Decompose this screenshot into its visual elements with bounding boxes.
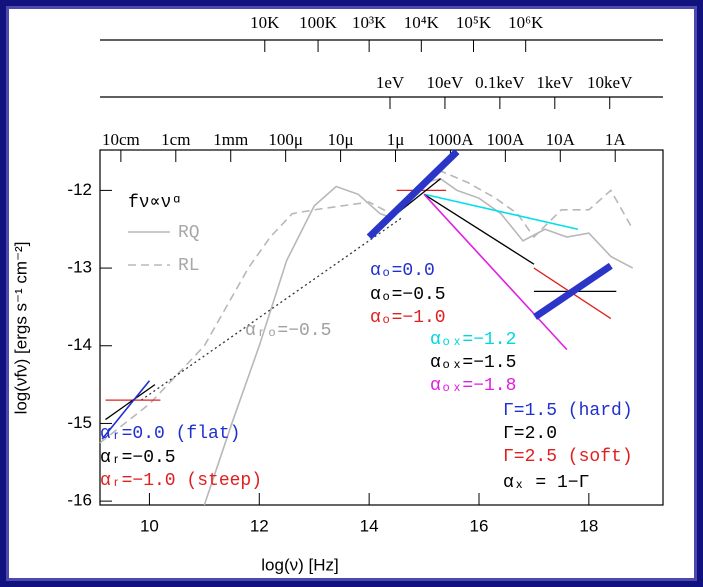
legend-label: RL xyxy=(178,256,200,276)
top-tick-label: 1mm xyxy=(213,130,248,149)
top-tick-label: 10K xyxy=(250,13,280,32)
top-tick-label: 1μ xyxy=(387,130,405,149)
x-tick-label: 12 xyxy=(250,516,269,535)
series-line xyxy=(105,384,156,421)
annotation: αₓ = 1−Γ xyxy=(503,473,589,493)
y-tick-label: -13 xyxy=(67,258,92,277)
top-tick-label: 0.1keV xyxy=(475,73,525,92)
x-tick-label: 10 xyxy=(140,516,159,535)
legend-label: RQ xyxy=(178,223,200,243)
top-tick-label: 10⁵K xyxy=(456,13,492,32)
top-tick-label: 1000A xyxy=(427,130,474,149)
series-line xyxy=(533,262,613,320)
top-tick-label: 1eV xyxy=(376,73,405,92)
annotation: αᵣ=−0.5 xyxy=(100,448,176,468)
canvas xyxy=(9,9,694,578)
annotation: αₒₓ=−1.8 xyxy=(430,376,516,396)
annotation: fν∝νᵅ xyxy=(128,193,182,213)
top-tick-label: 100A xyxy=(486,130,525,149)
y-tick-label: -14 xyxy=(67,335,92,354)
series-line xyxy=(423,193,568,351)
top-tick-label: 1cm xyxy=(161,130,190,149)
annotation: αₒ=−0.5 xyxy=(370,285,446,305)
top-tick-label: 10⁴K xyxy=(404,13,440,32)
series-line xyxy=(423,193,535,265)
x-tick-label: 18 xyxy=(579,516,598,535)
annotation: αₒ=0.0 xyxy=(370,261,435,281)
plot-frame xyxy=(99,149,664,506)
series-line xyxy=(101,380,151,440)
series-line xyxy=(140,217,403,401)
y-axis-label: log(νfν) [ergs s⁻¹ cm⁻²] xyxy=(11,242,30,415)
top-tick-label: 100K xyxy=(299,13,338,32)
top-tick-label: 10μ xyxy=(328,130,354,149)
annotation: αₒₓ=−1.2 xyxy=(430,330,516,350)
series-line xyxy=(366,149,460,240)
annotation: Γ=2.5 (soft) xyxy=(503,447,633,467)
top-tick-label: 10cm xyxy=(102,130,140,149)
annotation: αᵣ=0.0 (flat) xyxy=(100,424,240,444)
top-tick-label: 10A xyxy=(546,130,576,149)
x-axis-label: log(ν) [Hz] xyxy=(261,555,338,574)
top-tick-label: 10⁶K xyxy=(508,13,544,32)
x-tick-label: 14 xyxy=(360,516,379,535)
y-tick-label: -12 xyxy=(67,180,92,199)
top-tick-label: 10eV xyxy=(427,73,465,92)
top-tick-label: 100μ xyxy=(268,130,303,149)
top-tick-label: 10³K xyxy=(352,13,387,32)
y-tick-label: -16 xyxy=(67,491,92,510)
annotation: αᵣ=−1.0 (steep) xyxy=(100,471,262,491)
series-line xyxy=(423,193,579,231)
x-tick-label: 16 xyxy=(470,516,489,535)
top-tick-label: 10keV xyxy=(587,73,633,92)
top-tick-label: 1keV xyxy=(536,73,574,92)
annotation: αₒ=−1.0 xyxy=(370,308,446,328)
annotation: αᵣₒ=−0.5 xyxy=(245,321,331,341)
top-tick-label: 1A xyxy=(605,130,627,149)
annotation: Γ=1.5 (hard) xyxy=(503,401,633,421)
series-line xyxy=(99,170,634,444)
annotation: Γ=2.0 xyxy=(503,424,557,444)
annotation: αₒₓ=−1.5 xyxy=(430,353,516,373)
y-tick-label: -15 xyxy=(67,413,92,432)
